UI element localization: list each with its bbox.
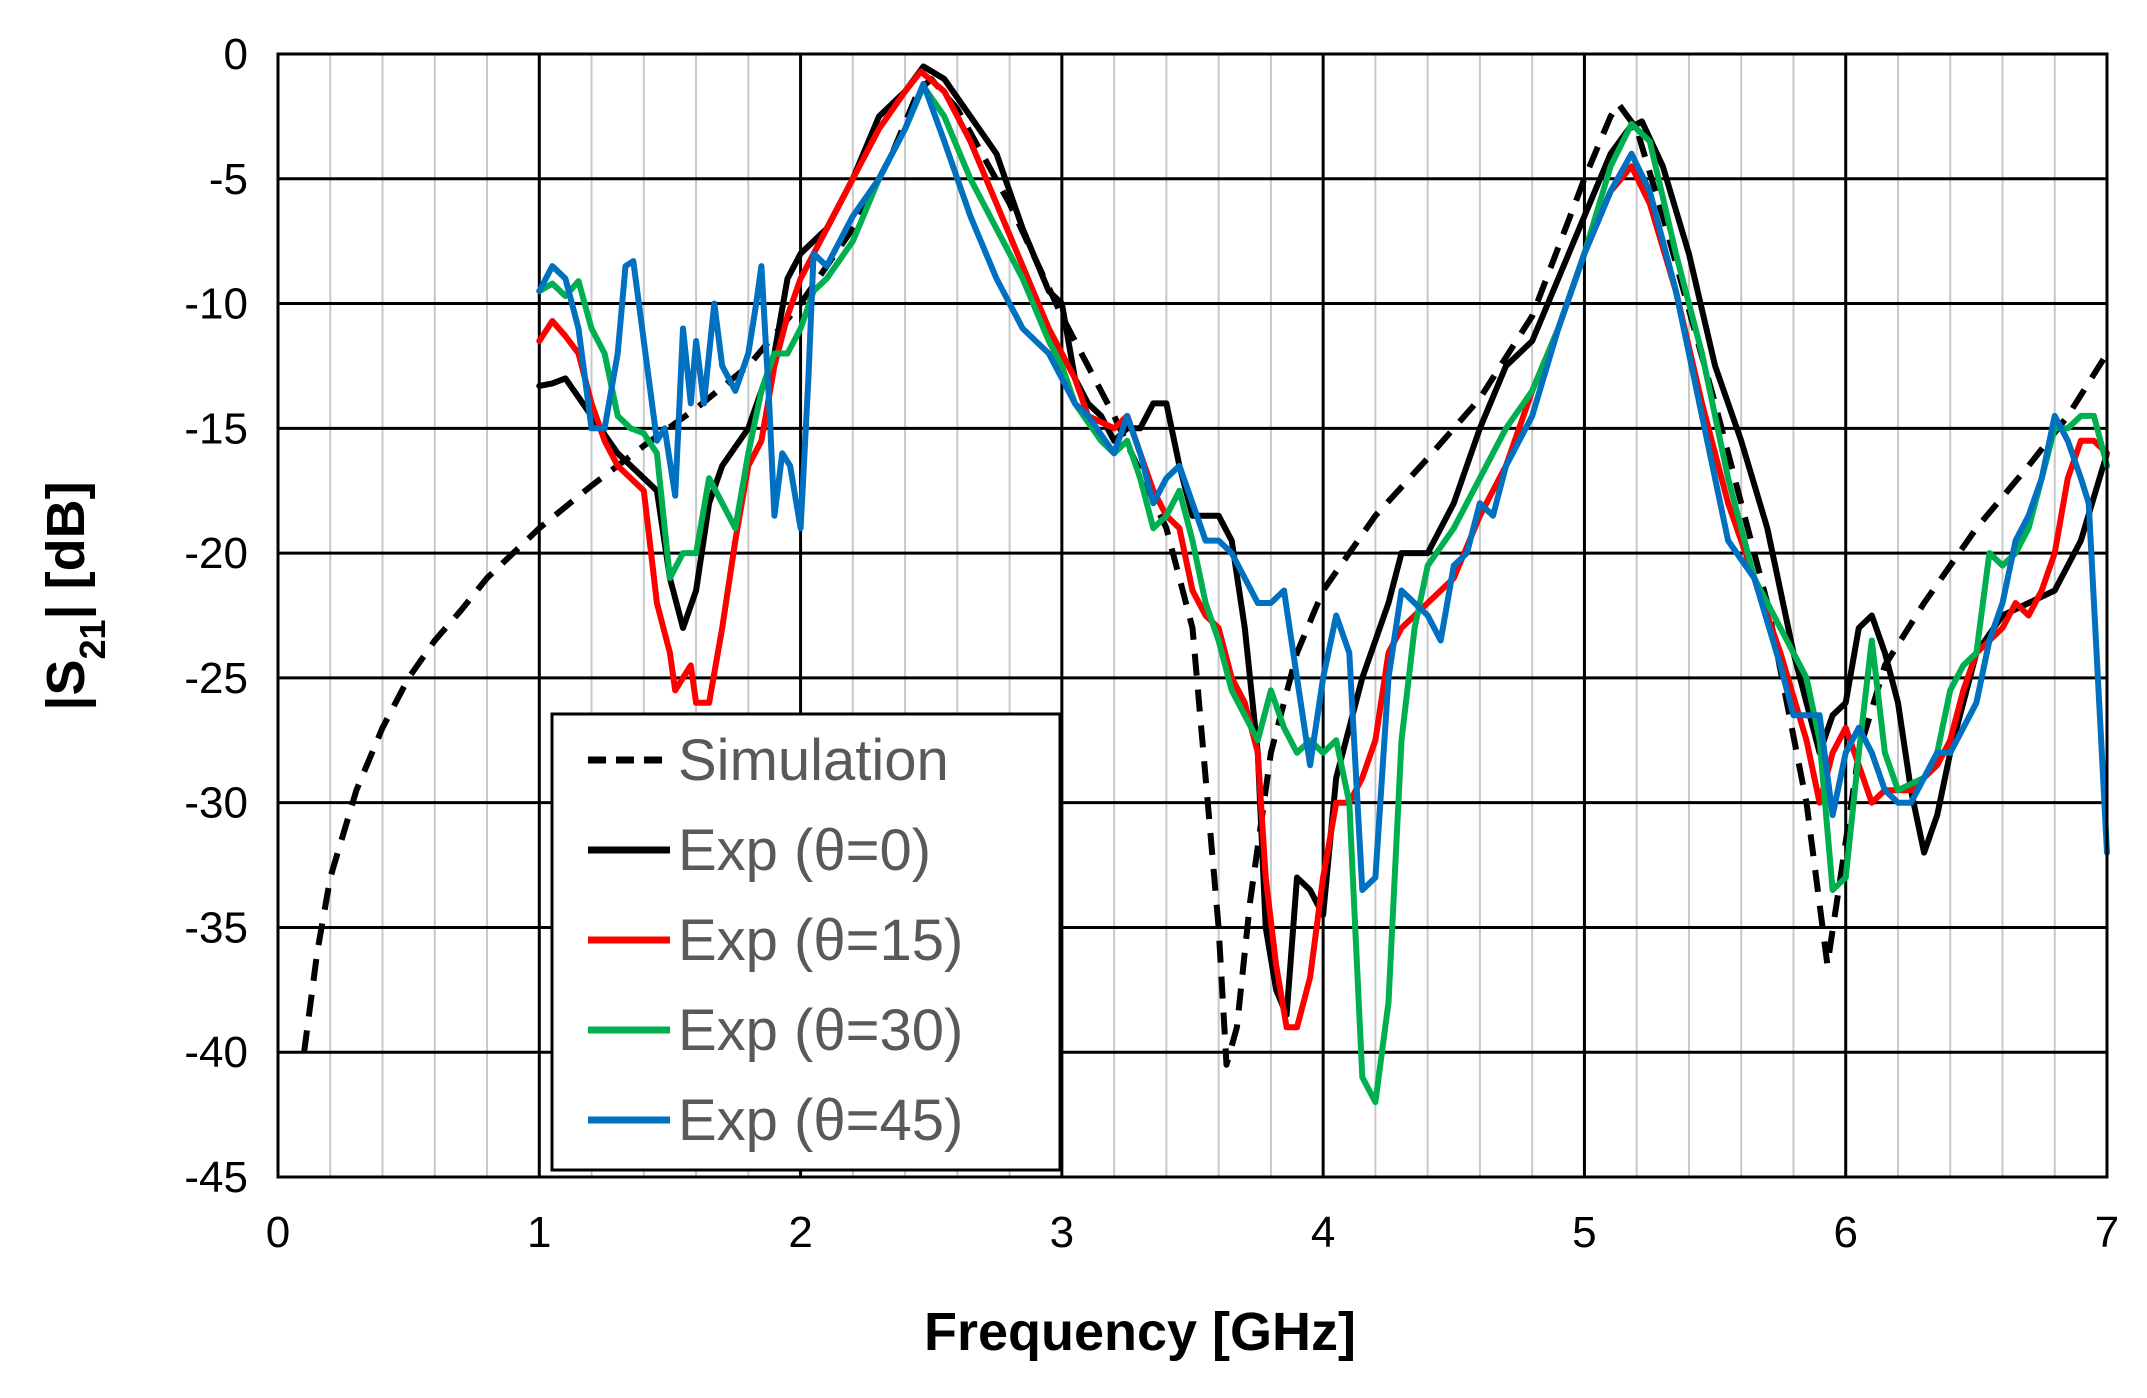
x-tick-label: 7 [2095,1208,2119,1257]
x-tick-label: 6 [1833,1208,1857,1257]
legend-label-1: Exp (θ=0) [678,818,931,883]
legend: Simulation Exp (θ=0) Exp (θ=15) Exp (θ=30) E… [550,712,1062,1172]
x-tick-label: 0 [266,1208,290,1257]
y-axis-title-main: |S [36,659,97,710]
y-tick-label: -25 [184,654,248,703]
y-tick-label: -10 [184,280,248,329]
y-tick-label: 0 [224,30,248,79]
y-tick-label: -20 [184,529,248,578]
y-tick-label: -45 [184,1153,248,1202]
plot-frame [276,52,2109,1179]
y-tick-label: -40 [184,1028,248,1077]
y-axis-title: |S21| [dB] [36,481,113,710]
x-tick-label: 4 [1311,1208,1335,1257]
x-axis-title: Frequency [GHz] [924,1302,1356,1362]
y-tick-label: -5 [209,155,248,204]
series-line-1 [536,63,2110,1018]
x-tick-label: 3 [1050,1208,1074,1257]
legend-label-3: Exp (θ=30) [678,998,963,1063]
legend-label-0: Simulation [678,728,949,793]
x-tick-label: 5 [1572,1208,1596,1257]
x-tick-labels: 0 1 2 3 4 5 6 7 [266,1208,2119,1257]
x-tick-label: 1 [527,1208,551,1257]
series-line-4 [536,80,2110,893]
y-tick-labels: 0 -5 -10 -15 -20 -25 -30 -35 -40 -45 [184,30,248,1202]
y-tick-label: -35 [184,903,248,952]
y-axis-title-subscript: 21 [72,619,113,659]
series-lines [301,63,2110,1106]
legend-label-2: Exp (θ=15) [678,908,963,973]
series-line-2 [536,68,2110,1031]
series-line-3 [536,83,2110,1106]
series-line-0 [301,76,2110,1068]
y-tick-label: -15 [184,404,248,453]
y-axis-title-tail: | [dB] [36,481,97,619]
legend-label-4: Exp (θ=45) [678,1088,963,1153]
y-tick-label: -30 [184,779,248,828]
x-tick-label: 2 [788,1208,812,1257]
